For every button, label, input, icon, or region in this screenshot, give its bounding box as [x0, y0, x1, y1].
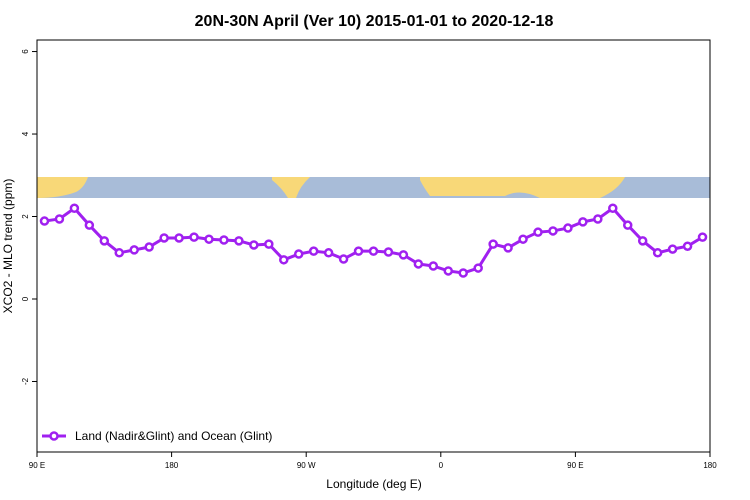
point	[682, 241, 693, 251]
map-strip	[37, 177, 710, 200]
series-line	[44, 206, 704, 275]
point	[84, 220, 95, 230]
point	[398, 250, 409, 260]
point	[503, 243, 513, 253]
point	[488, 239, 498, 249]
point	[413, 259, 424, 269]
point	[54, 214, 65, 224]
chart-title: 20N-30N April (Ver 10) 2015-01-01 to 202…	[195, 13, 554, 30]
point	[189, 232, 199, 242]
x-tick-label: 180	[703, 461, 717, 470]
point	[338, 254, 349, 264]
point	[578, 217, 588, 227]
point	[129, 245, 139, 255]
point	[608, 203, 618, 214]
point	[219, 235, 229, 245]
y-tick-label: -2	[21, 377, 30, 385]
point	[249, 240, 259, 250]
x-tick-label: 90 E	[567, 461, 583, 470]
legend-marker	[49, 431, 59, 441]
plot-frame	[36, 39, 711, 453]
y-tick-label: 4	[21, 131, 30, 136]
point	[174, 233, 184, 243]
y-tick-label: 0	[21, 296, 30, 301]
point	[458, 268, 468, 278]
point	[622, 220, 633, 230]
point	[428, 261, 439, 271]
point	[159, 233, 169, 243]
point	[383, 247, 394, 257]
y-axis-label: XCO2 - MLO trend (ppm)	[1, 179, 15, 314]
point	[518, 234, 528, 244]
point	[69, 203, 80, 214]
y-tick-label: 2	[21, 214, 30, 219]
point	[548, 226, 558, 236]
point	[279, 255, 289, 265]
point	[293, 249, 304, 259]
point	[144, 242, 154, 252]
point	[368, 246, 379, 256]
point	[39, 216, 50, 226]
point	[697, 232, 708, 242]
x-tick-label: 180	[165, 461, 179, 470]
x-tick-label: 0	[439, 461, 444, 470]
point	[443, 266, 454, 276]
point	[563, 223, 573, 233]
point	[99, 236, 110, 246]
point	[593, 214, 603, 224]
point	[353, 246, 364, 256]
point	[114, 248, 125, 258]
point	[652, 248, 663, 258]
point	[234, 236, 244, 246]
point	[667, 244, 678, 254]
point	[308, 246, 319, 256]
x-tick-label: 90 E	[29, 461, 45, 470]
point	[323, 248, 334, 258]
point	[264, 239, 274, 249]
point	[533, 227, 543, 237]
point	[204, 234, 214, 244]
point	[473, 263, 483, 273]
point	[637, 236, 648, 246]
y-tick-label: 6	[21, 49, 30, 54]
legend-label: Land (Nadir&Glint) and Ocean (Glint)	[75, 429, 272, 443]
x-axis-label: Longitude (deg E)	[326, 477, 421, 491]
x-tick-label: 90 W	[297, 461, 316, 470]
